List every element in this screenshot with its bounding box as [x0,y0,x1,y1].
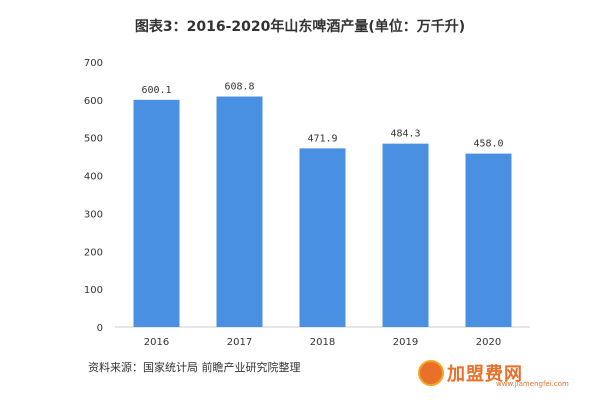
value-label: 458.0 [473,139,503,150]
bar-2018 [299,148,346,327]
y-tick-label: 700 [84,58,103,69]
bars [133,96,512,328]
x-tick-label: 2019 [393,337,418,348]
x-tick-label: 2016 [144,337,169,348]
bar-2019 [382,143,429,327]
x-tick-label: 2017 [227,337,252,348]
logo-subtext: www.jiamengfei.com [496,380,569,388]
value-labels: 600.1 608.8 471.9 484.3 458.0 [141,82,503,150]
value-label: 608.8 [224,82,254,93]
watermark-logo: 加盟费网 www.jiamengfei.com [418,356,588,390]
y-tick-label: 200 [84,247,103,258]
x-tick-label: 2018 [310,337,335,348]
y-tick-label: 500 [84,134,103,145]
y-tick-label: 100 [84,285,103,296]
logo-text: 加盟费网 [447,364,523,385]
y-tick-label: 0 [97,323,103,334]
y-tick-label: 300 [84,209,103,220]
bar-2016 [133,99,180,328]
y-tick-label: 400 [84,172,103,183]
x-tick-label: 2020 [476,337,501,348]
source-note: 资料来源：国家统计局 前瞻产业研究院整理 [88,361,301,374]
bar-2020 [465,153,512,327]
y-tick-label: 600 [84,96,103,107]
value-label: 471.9 [307,133,337,144]
value-label: 484.3 [390,129,420,140]
chart-title: 图表3：2016-2020年山东啤酒产量(单位：万千升) [134,19,466,35]
x-axis: 2016 2017 2018 2019 2020 [144,337,501,348]
value-label: 600.1 [141,85,171,96]
logo-icon [418,360,444,386]
bar-2017 [216,96,263,327]
